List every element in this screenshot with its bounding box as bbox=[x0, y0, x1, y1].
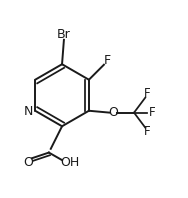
Text: F: F bbox=[144, 87, 151, 100]
Text: F: F bbox=[144, 125, 151, 138]
Text: N: N bbox=[23, 105, 33, 118]
Text: F: F bbox=[104, 54, 111, 68]
Text: O: O bbox=[108, 106, 118, 119]
Text: Br: Br bbox=[57, 28, 71, 41]
Text: OH: OH bbox=[60, 156, 79, 169]
Text: F: F bbox=[149, 106, 155, 119]
Text: O: O bbox=[23, 156, 33, 169]
